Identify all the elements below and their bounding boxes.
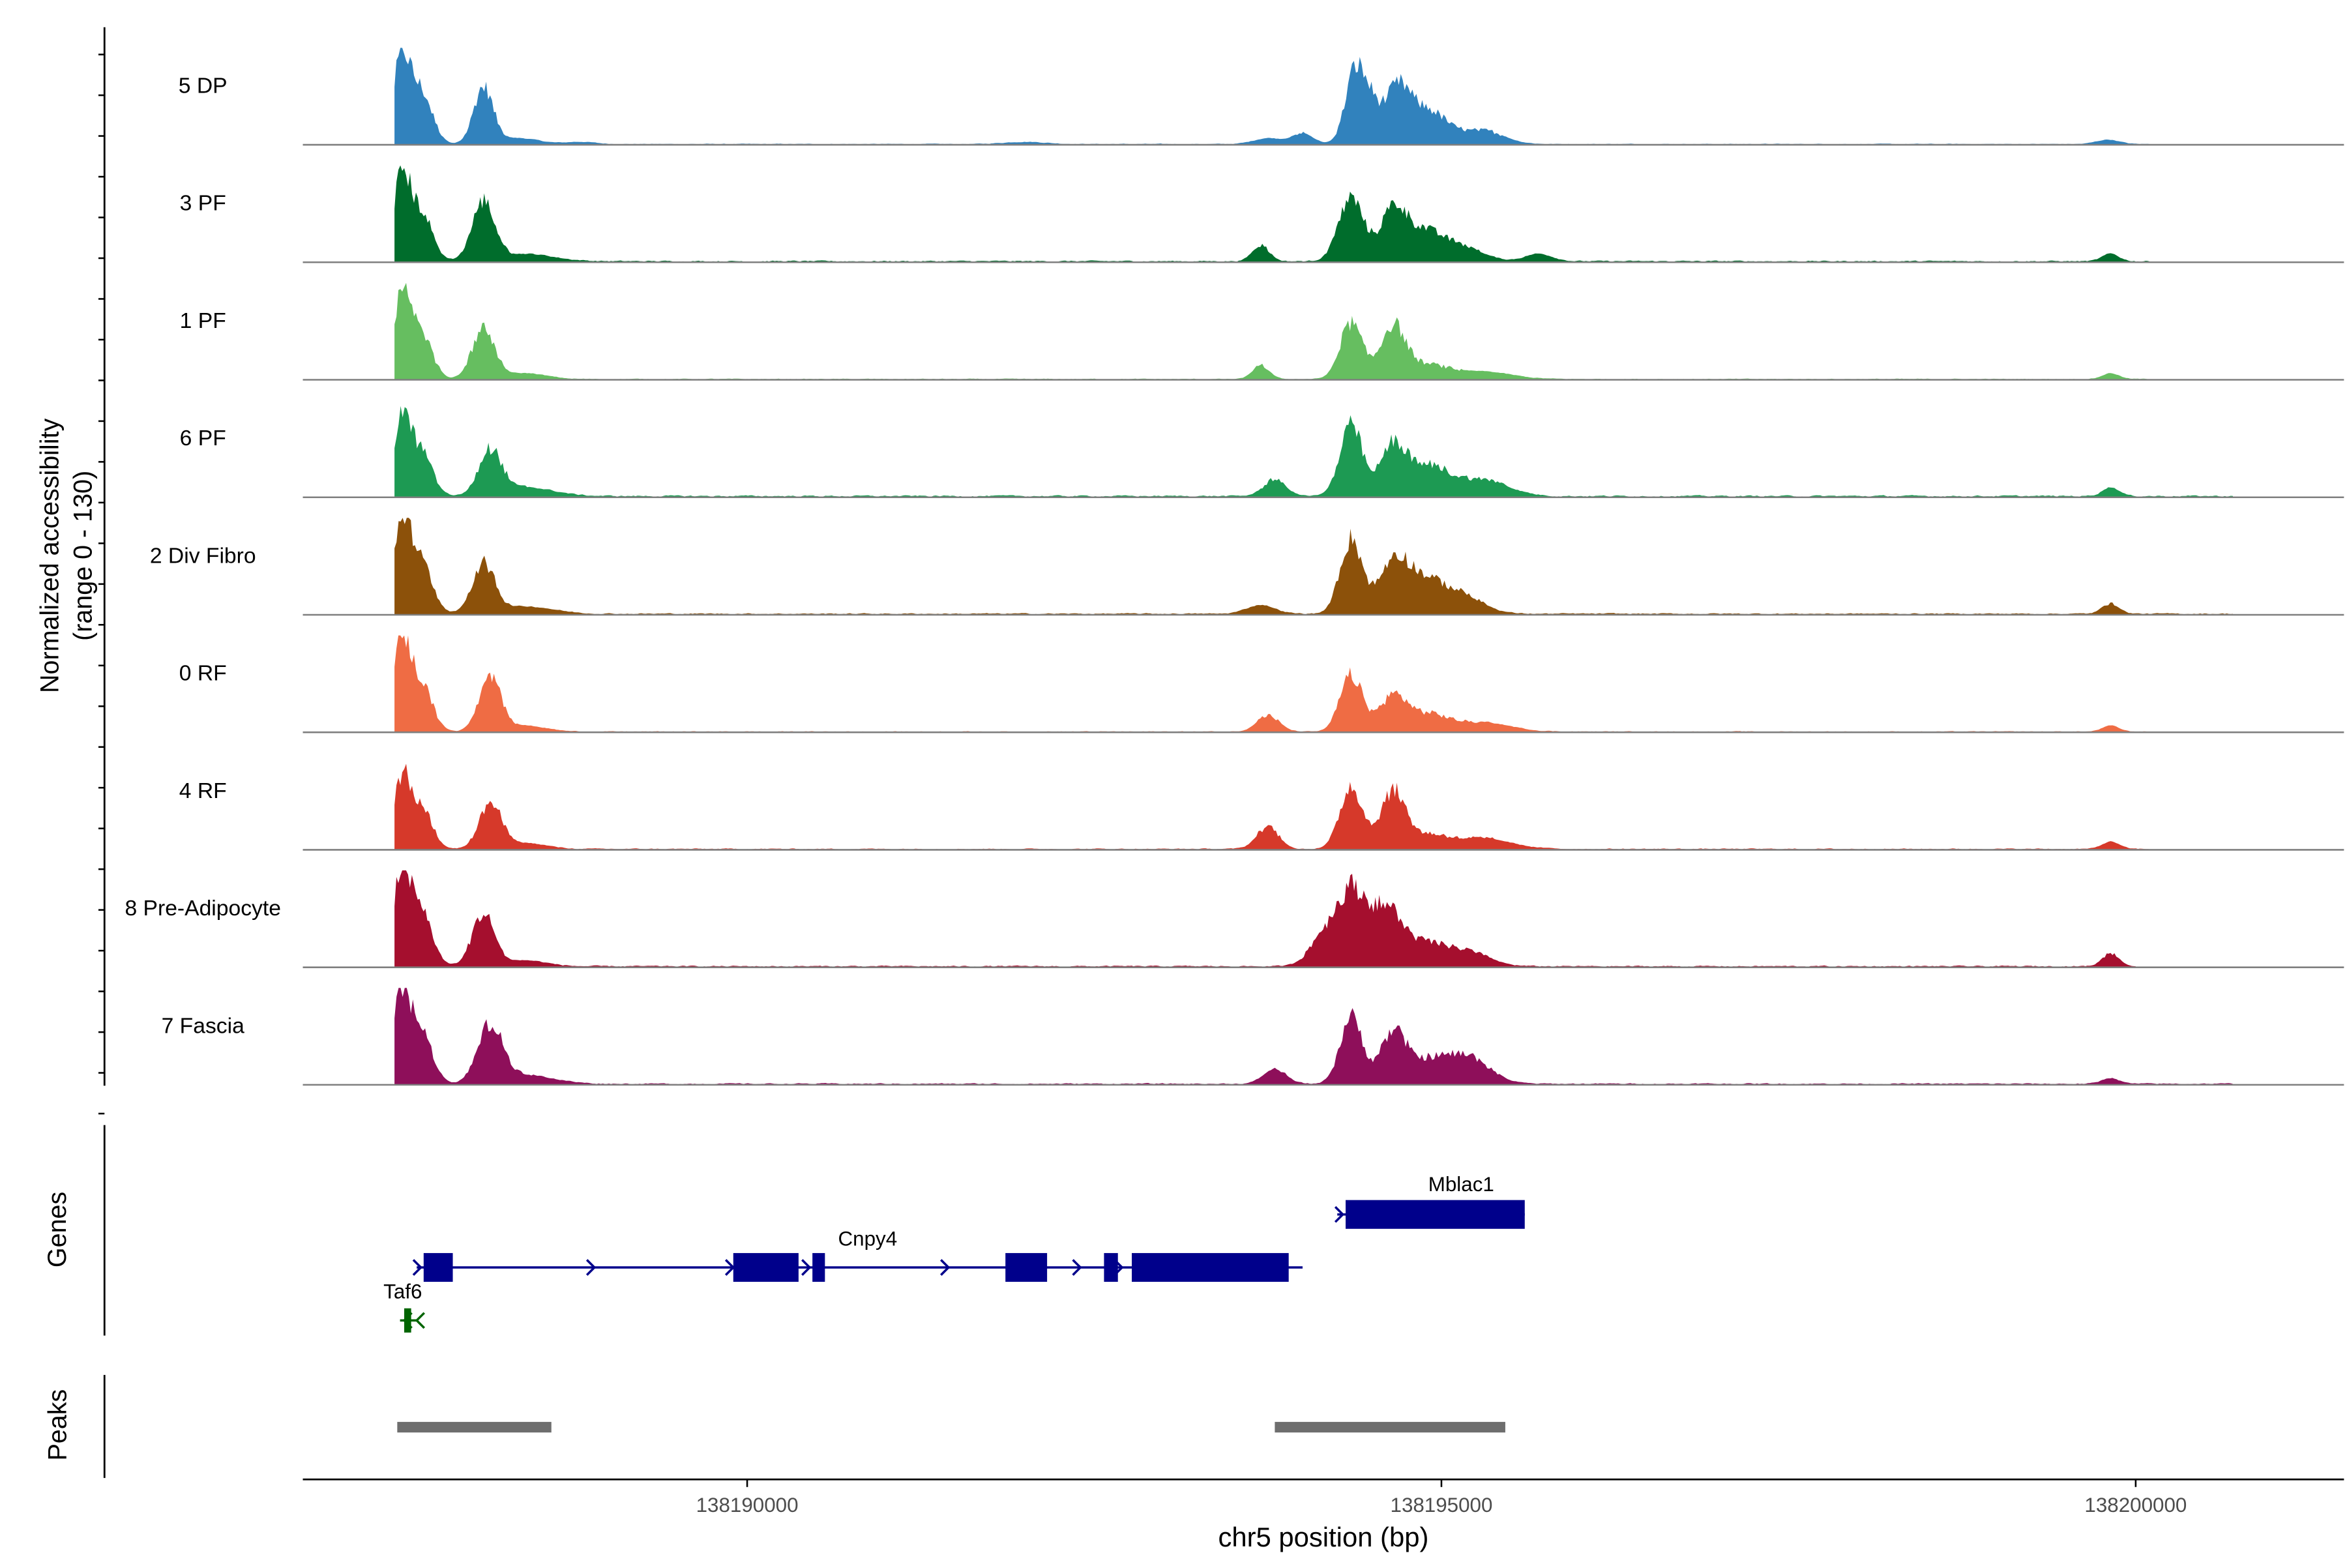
track-4-rf: 4 RF: [179, 763, 2344, 851]
y-axis-label-line2: (range 0 - 130): [69, 471, 98, 641]
track-3-pf: 3 PF: [180, 165, 2344, 263]
y-axis-label: Normalized accessibility (range 0 - 130): [36, 419, 98, 693]
track-label: 2 Div Fibro: [150, 544, 256, 568]
strand-chevron: [801, 1259, 812, 1276]
track-label: 1 PF: [180, 309, 226, 333]
track-label: 6 PF: [180, 426, 226, 451]
x-axis: chr5 position (bp) 138190000 138195000 138…: [303, 1478, 2344, 1552]
gene-exon: [1005, 1252, 1048, 1282]
gene-exon: [1104, 1252, 1118, 1282]
track-8-pre-adipocyte: 8 Pre-Adipocyte: [125, 870, 2344, 968]
gene-label: Cnpy4: [838, 1227, 898, 1250]
strand-chevron: [1072, 1259, 1082, 1276]
peaks-panel: Peaks: [43, 1374, 1505, 1478]
coverage-area: [394, 763, 2150, 850]
coverage-area: [394, 988, 2233, 1085]
x-tick-label: 138195000: [1391, 1494, 1493, 1516]
gene-label: Mblac1: [1428, 1173, 1494, 1196]
coverage-tracks: 5 DP 3 PF 1 PF 6 PF 2 Div Fibro 0 RF 4 RF 8 Pre…: [125, 48, 2344, 1086]
track-1-pf: 1 PF: [180, 282, 2344, 381]
track-label: 7 Fascia: [162, 1014, 244, 1038]
strand-chevron: [724, 1259, 735, 1276]
y-axis: [98, 27, 106, 1115]
track-0-rf: 0 RF: [179, 635, 2344, 733]
x-tick-label: 138190000: [696, 1494, 799, 1516]
coverage-area: [394, 870, 2136, 968]
strand-chevron: [415, 1312, 426, 1329]
track-2-div-fibro: 2 Div Fibro: [150, 518, 2344, 616]
gene-exon: [404, 1308, 411, 1333]
x-axis-label: chr5 position (bp): [1218, 1522, 1428, 1552]
gene-exon: [1132, 1252, 1289, 1282]
track-label: 8 Pre-Adipocyte: [125, 896, 280, 921]
peaks-panel-label: Peaks: [43, 1389, 72, 1461]
strand-chevron: [412, 1259, 423, 1276]
strand-chevron: [1334, 1206, 1345, 1223]
gene-exon: [812, 1252, 825, 1282]
track-7-fascia: 7 Fascia: [162, 988, 2344, 1086]
peak-region-bar: [397, 1421, 552, 1433]
genes-panel: Genes Taf6 Cnpy4 Mblac1: [43, 1125, 1525, 1336]
gene-exon: [733, 1252, 799, 1282]
gene-exon: [423, 1252, 453, 1282]
track-6-pf: 6 PF: [180, 406, 2344, 499]
track-label: 0 RF: [179, 662, 227, 686]
track-label: 5 DP: [179, 74, 228, 98]
coverage-area: [394, 165, 2150, 263]
gene-label: Taf6: [383, 1280, 422, 1303]
strand-chevron: [940, 1259, 951, 1276]
coverage-area: [394, 48, 2150, 145]
gene-mblac1: Mblac1: [1334, 1173, 1525, 1229]
track-label: 4 RF: [179, 779, 227, 803]
gene-cnpy4: Cnpy4: [412, 1227, 1303, 1282]
coverage-area: [394, 635, 2150, 733]
y-axis-label-line1: Normalized accessibility: [36, 419, 65, 693]
track-5-dp: 5 DP: [179, 48, 2344, 146]
gene-taf6: Taf6: [383, 1280, 426, 1333]
genes-panel-label: Genes: [43, 1192, 72, 1267]
coverage-area: [394, 406, 2233, 497]
coverage-area: [394, 282, 2150, 380]
track-label: 3 PF: [180, 192, 226, 216]
gene-exon: [1346, 1200, 1525, 1229]
strand-chevron: [585, 1259, 597, 1276]
x-tick-label: 138200000: [2084, 1494, 2187, 1516]
peak-region-bar: [1275, 1421, 1505, 1433]
coverage-area: [394, 518, 2233, 615]
